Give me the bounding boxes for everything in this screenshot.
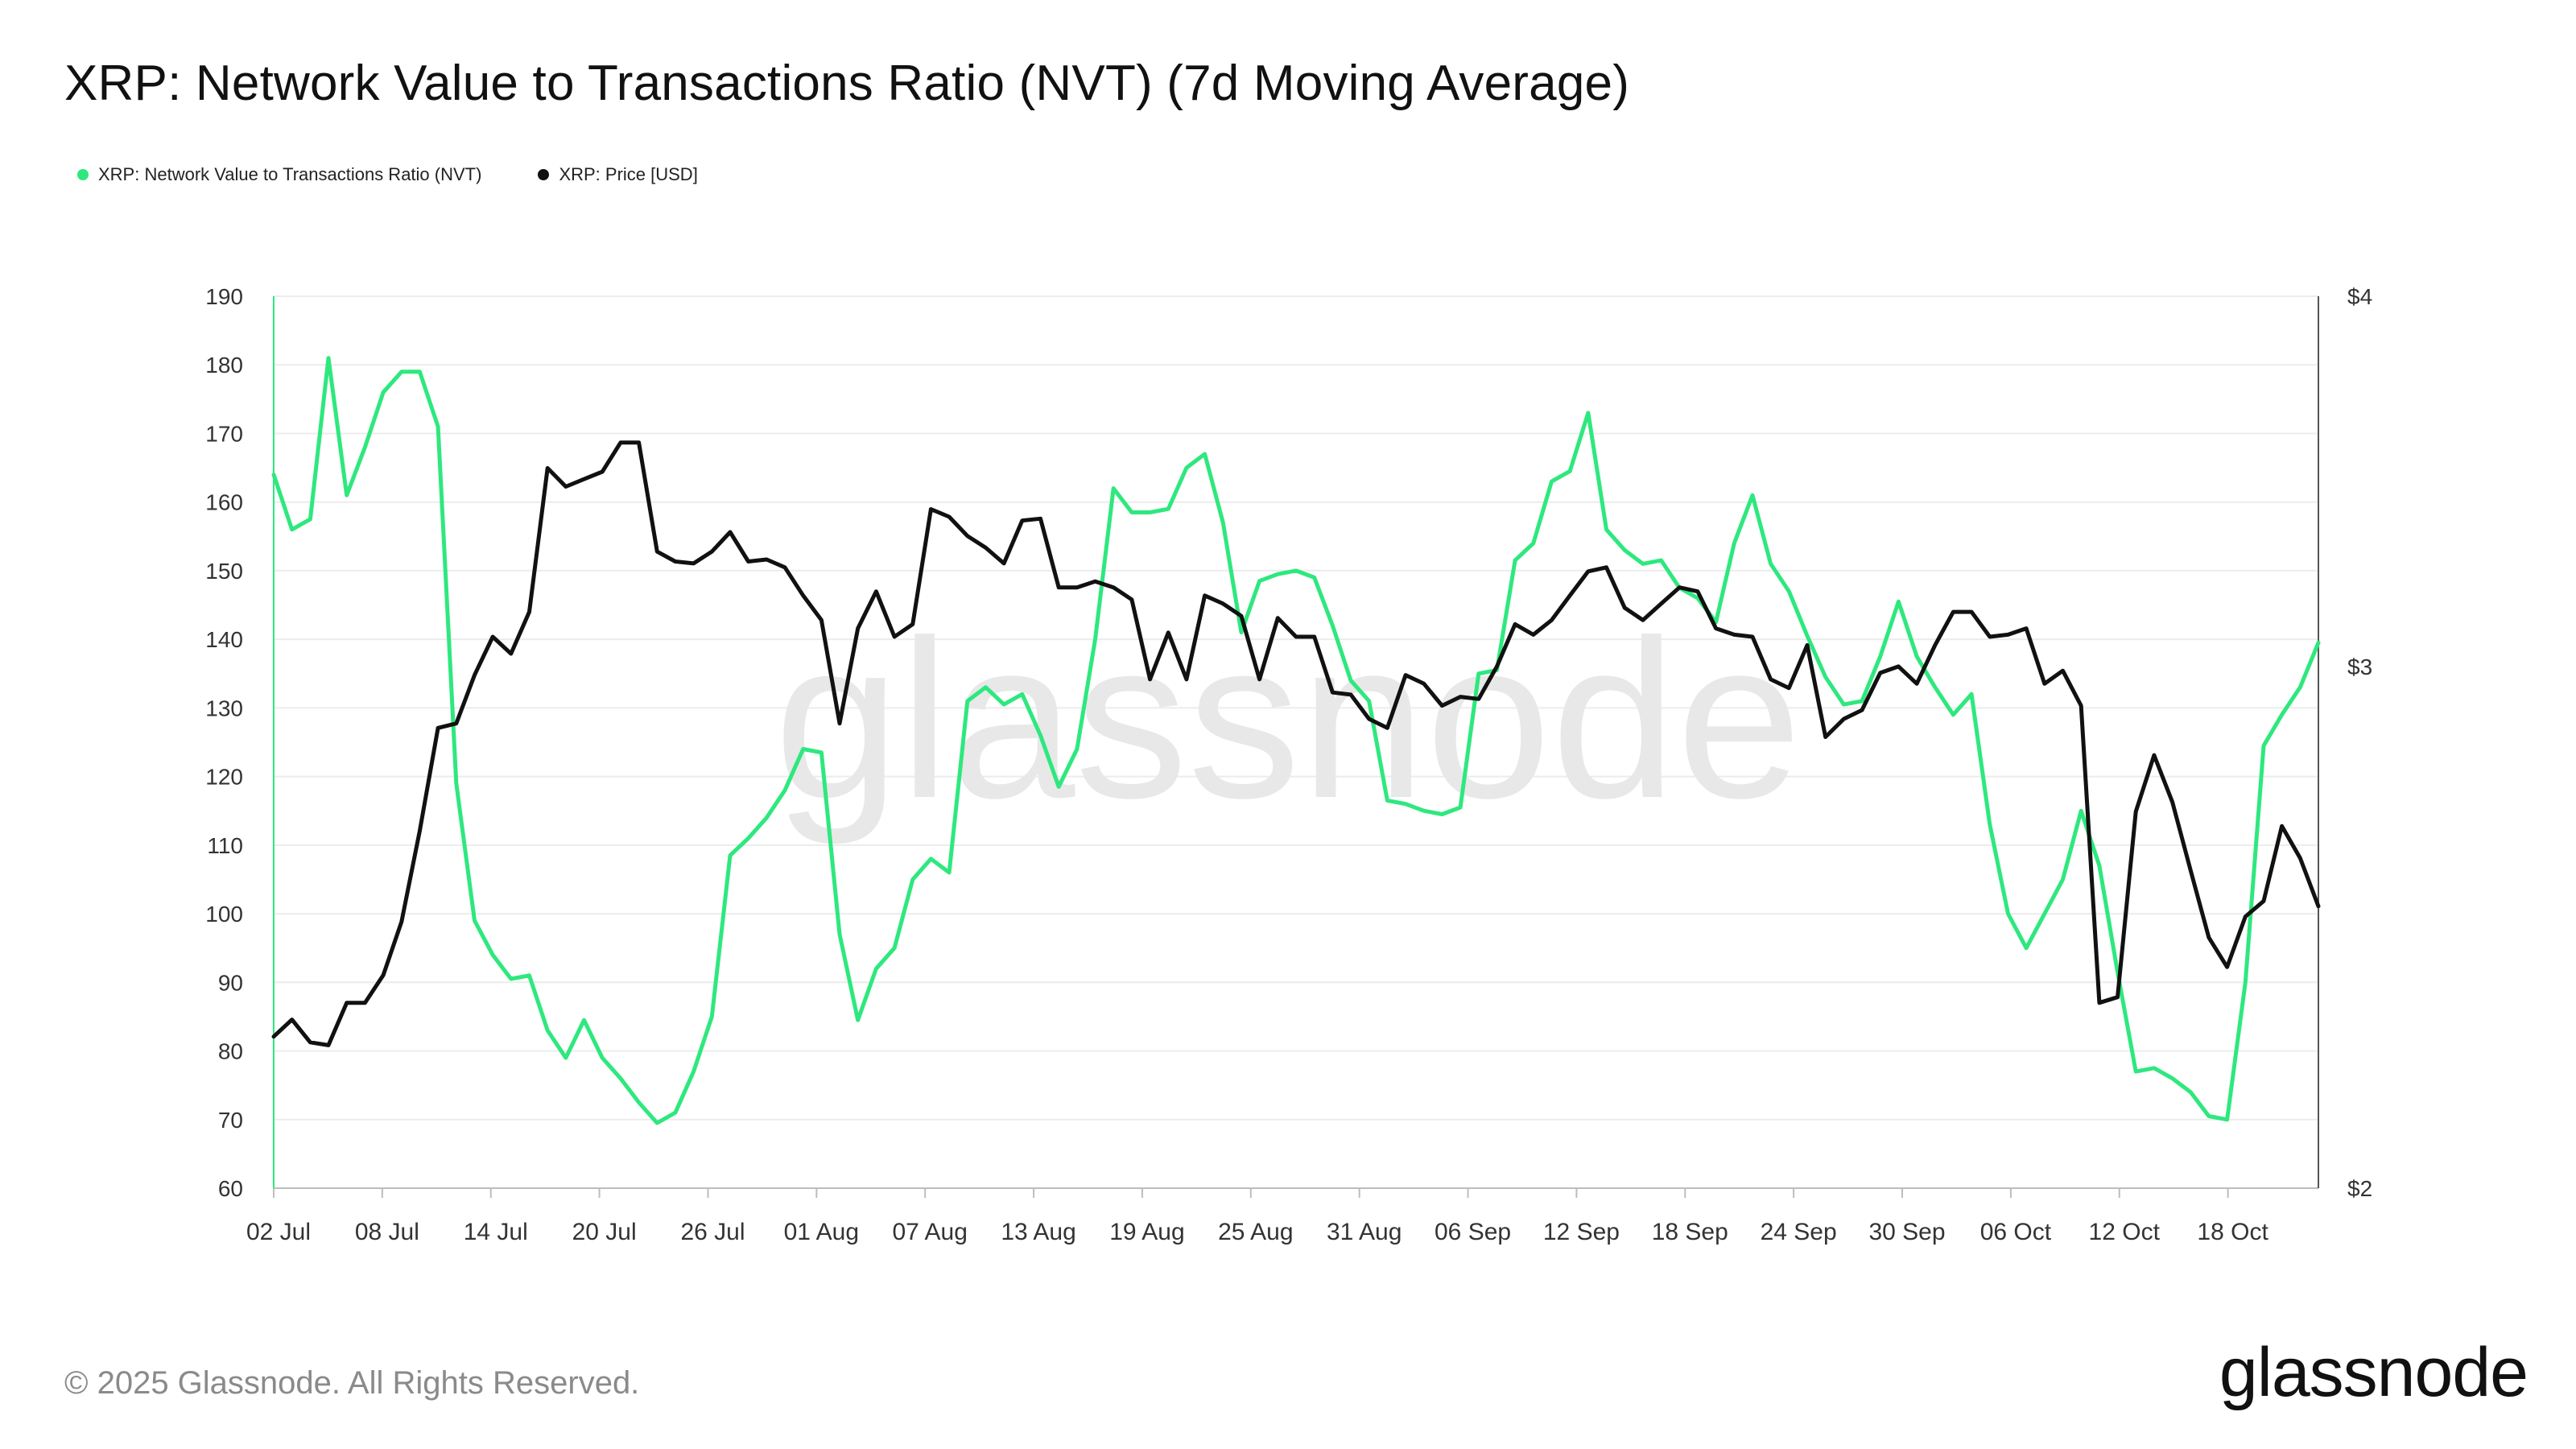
- watermark-text: glassnode: [774, 594, 1802, 846]
- y-left-tick-label: 80: [218, 1039, 243, 1064]
- y-axis-right-ticks: $2 $3 $4: [2347, 284, 2372, 1201]
- legend-dot-nvt: [77, 169, 89, 180]
- nvt-series-line: [271, 356, 2321, 1125]
- x-axis-ticks: 02 Jul 08 Jul 14 Jul 20 Jul 26 Jul 01 Aug 07 A…: [246, 1188, 2268, 1245]
- y-left-tick-label: 60: [218, 1176, 243, 1201]
- x-tick-label: 12 Sep: [1543, 1219, 1620, 1245]
- y-left-tick-label: 90: [218, 970, 243, 995]
- legend-item-price[interactable]: XRP: Price [USD]: [538, 164, 698, 185]
- x-tick-label: 18 Sep: [1652, 1219, 1728, 1245]
- x-tick-label: 01 Aug: [784, 1219, 859, 1245]
- y-left-tick-label: 170: [205, 421, 243, 446]
- x-tick-label: 02 Jul: [246, 1219, 311, 1245]
- x-tick-label: 19 Aug: [1109, 1219, 1184, 1245]
- y-left-tick-label: 180: [205, 353, 243, 378]
- x-tick-label: 06 Sep: [1435, 1219, 1511, 1245]
- y-left-tick-label: 120: [205, 765, 243, 790]
- x-tick-label: 26 Jul: [680, 1219, 745, 1245]
- y-right-tick-label: $3: [2347, 654, 2372, 679]
- series-lines: [271, 356, 2321, 1125]
- y-left-tick-label: 130: [205, 696, 243, 720]
- x-tick-label: 07 Aug: [892, 1219, 967, 1245]
- y-left-tick-label: 100: [205, 902, 243, 927]
- y-left-tick-label: 190: [205, 284, 243, 309]
- grid-lines: [274, 295, 2318, 1121]
- y-right-tick-label: $2: [2347, 1176, 2372, 1201]
- y-left-tick-label: 160: [205, 490, 243, 515]
- y-right-tick-label: $4: [2347, 284, 2372, 309]
- x-tick-label: 25 Aug: [1218, 1219, 1293, 1245]
- x-tick-label: 13 Aug: [1001, 1219, 1075, 1245]
- x-tick-label: 12 Oct: [2089, 1219, 2161, 1245]
- y-left-tick-label: 70: [218, 1108, 243, 1133]
- y-left-tick-label: 140: [205, 627, 243, 652]
- x-tick-label: 20 Jul: [572, 1219, 637, 1245]
- glassnode-logo: glassnode: [2219, 1334, 2529, 1411]
- x-tick-label: 18 Oct: [2197, 1219, 2268, 1245]
- copyright-footer: © 2025 Glassnode. All Rights Reserved.: [64, 1365, 640, 1401]
- chart-legend: XRP: Network Value to Transactions Ratio…: [77, 164, 754, 185]
- x-tick-label: 24 Sep: [1761, 1219, 1837, 1245]
- y-axis-left-ticks: 60 70 80 90 100 110 120 130 140 150 160 170 180 190: [205, 284, 243, 1201]
- axes: [273, 296, 2319, 1189]
- x-tick-label: 31 Aug: [1327, 1219, 1402, 1245]
- y-left-tick-label: 150: [205, 559, 243, 584]
- legend-item-nvt[interactable]: XRP: Network Value to Transactions Ratio…: [77, 164, 481, 185]
- price-series-line: [271, 440, 2321, 1047]
- legend-dot-price: [538, 169, 550, 180]
- x-tick-label: 08 Jul: [355, 1219, 419, 1245]
- y-left-tick-label: 110: [207, 833, 243, 858]
- x-tick-label: 14 Jul: [464, 1219, 528, 1245]
- x-tick-label: 30 Sep: [1868, 1219, 1945, 1245]
- x-tick-label: 06 Oct: [1980, 1219, 2052, 1245]
- legend-label-nvt: XRP: Network Value to Transactions Ratio…: [98, 164, 482, 184]
- chart-title: XRP: Network Value to Transactions Ratio…: [64, 56, 1630, 111]
- legend-label-price: XRP: Price [USD]: [559, 164, 698, 184]
